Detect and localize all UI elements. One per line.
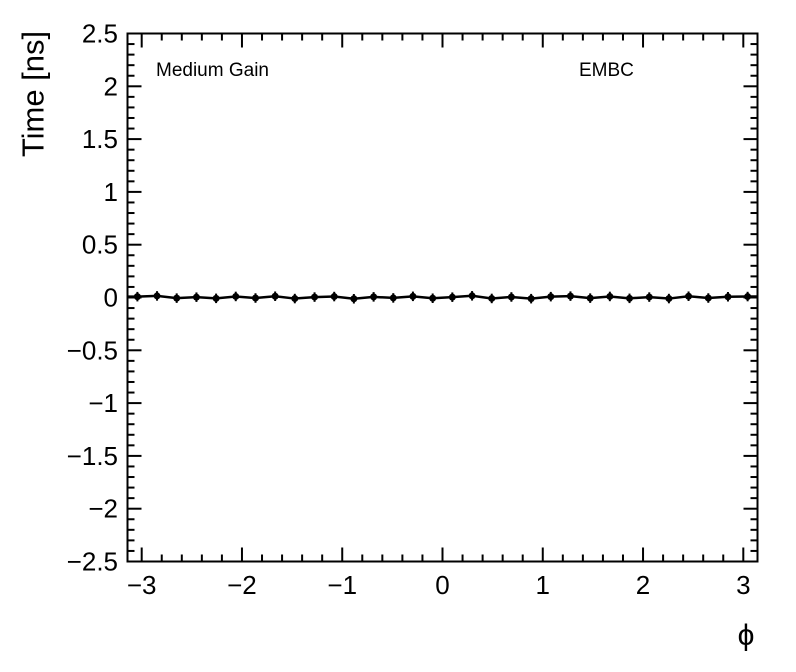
data-point <box>625 294 633 302</box>
annotation-embc: EMBC <box>579 60 634 81</box>
y-tick-label: −2.5 <box>67 547 118 577</box>
x-tick-label: −1 <box>327 570 357 600</box>
y-tick-label: 1 <box>104 177 118 207</box>
y-tick-label: 2.5 <box>82 19 118 49</box>
data-line <box>127 294 758 301</box>
data-point <box>330 293 338 301</box>
data-point <box>192 293 200 301</box>
data-point <box>370 293 378 301</box>
data-point <box>665 295 673 303</box>
y-axis-title: Time [ns] <box>15 30 51 158</box>
data-point <box>252 294 260 302</box>
data-point <box>704 294 712 302</box>
y-tick-label: 0.5 <box>82 230 118 260</box>
data-point <box>212 294 220 302</box>
data-point <box>586 294 594 302</box>
y-tick-label: −1 <box>88 388 118 418</box>
y-tick-label: 1.5 <box>82 124 118 154</box>
data-point <box>389 294 397 302</box>
data-point <box>645 293 653 301</box>
x-tick-label: −3 <box>127 570 157 600</box>
y-tick-label: −0.5 <box>67 335 118 365</box>
data-point <box>448 293 456 301</box>
y-tick-label: 0 <box>104 283 118 313</box>
data-point <box>566 292 574 300</box>
data-point <box>133 293 141 301</box>
data-point <box>547 293 555 301</box>
data-point <box>468 292 476 300</box>
data-point <box>527 295 535 303</box>
annotation-medium-gain: Medium Gain <box>156 60 269 81</box>
data-point <box>271 292 279 300</box>
y-tick-label: −1.5 <box>67 441 118 471</box>
data-point <box>507 293 515 301</box>
data-point <box>685 292 693 300</box>
data-point <box>744 293 752 301</box>
data-point <box>724 293 732 301</box>
y-tick-label: −2 <box>88 494 118 524</box>
x-tick-label: 0 <box>435 570 449 600</box>
data-point <box>350 295 358 303</box>
data-point <box>232 292 240 300</box>
x-tick-label: 2 <box>636 570 650 600</box>
data-point <box>153 292 161 300</box>
y-tick-label: 2 <box>104 71 118 101</box>
x-tick-label: 3 <box>736 570 750 600</box>
data-point <box>311 293 319 301</box>
data-point <box>173 294 181 302</box>
x-tick-label: −2 <box>227 570 257 600</box>
data-point <box>409 292 417 300</box>
data-point <box>429 294 437 302</box>
x-tick-label: 1 <box>536 570 550 600</box>
data-point <box>291 295 299 303</box>
data-point <box>606 292 614 300</box>
x-axis-title: ϕ <box>737 619 755 652</box>
data-point <box>488 294 496 302</box>
